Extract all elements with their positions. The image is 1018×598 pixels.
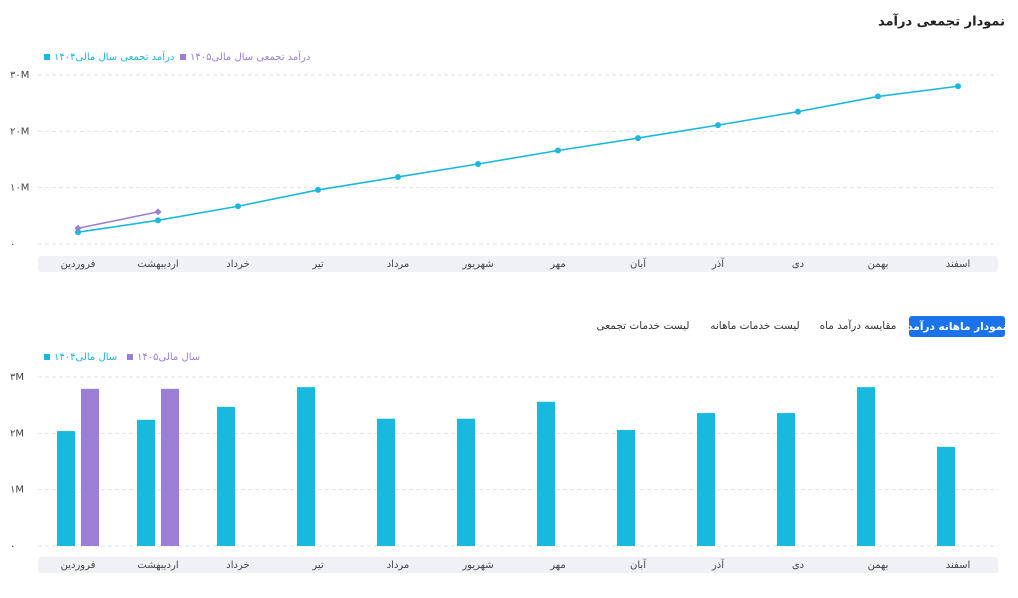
legend-label: سال مالی۱۴۰۵	[137, 352, 200, 363]
x-tick-label: مهر	[549, 259, 565, 270]
y-tick-label: ۱۰M	[10, 183, 29, 194]
point	[235, 203, 241, 210]
x-tick-label: اردیبهشت	[137, 560, 178, 571]
x-tick-label: اسفند	[946, 259, 970, 270]
point	[154, 208, 162, 216]
x-tick-label: اردیبهشت	[137, 259, 178, 270]
tab[interactable]: مقایسه درآمد ماه	[820, 319, 897, 332]
category-band	[38, 256, 998, 272]
category-band	[38, 557, 998, 573]
x-tick-label: دی	[792, 259, 804, 270]
x-tick-label: بهمن	[868, 259, 889, 270]
point	[555, 147, 561, 154]
legend-label: سال مالی۱۴۰۴	[54, 352, 117, 363]
y-tick-label: ۲۰M	[10, 126, 29, 137]
bar	[457, 418, 475, 546]
point	[715, 122, 721, 129]
x-tick-label: بهمن	[868, 560, 889, 571]
point	[155, 217, 161, 224]
bar	[217, 406, 235, 546]
y-tick-label: ۳M	[10, 372, 24, 383]
x-tick-label: مهر	[549, 560, 565, 571]
x-tick-label: آذر	[711, 558, 725, 571]
bar	[297, 387, 315, 546]
line	[77, 85, 959, 233]
legend-swatch	[180, 54, 186, 60]
bar	[161, 388, 179, 546]
y-tick-label: ۱M	[10, 485, 24, 496]
point	[955, 83, 961, 90]
legend-swatch	[44, 354, 50, 360]
tab[interactable]: نمودار ماهانه درآمد	[907, 320, 1007, 333]
bar	[857, 387, 875, 546]
x-tick-label: فروردین	[61, 560, 96, 571]
y-tick-label: ۳۰M	[10, 70, 29, 81]
x-tick-label: مرداد	[387, 259, 410, 270]
y-tick-label: ۲M	[10, 428, 24, 439]
legend-swatch	[44, 54, 50, 60]
x-tick-label: آبان	[630, 558, 647, 571]
bar	[81, 388, 99, 546]
x-tick-label: آبان	[630, 257, 647, 270]
bar	[57, 431, 75, 546]
bar	[617, 429, 635, 546]
legend-swatch	[127, 354, 133, 360]
active-tab[interactable]	[909, 316, 1005, 337]
x-tick-label: دی	[792, 560, 804, 571]
point	[635, 135, 641, 142]
line	[77, 211, 159, 230]
point	[395, 173, 401, 180]
point	[75, 229, 81, 236]
point	[315, 186, 321, 193]
legend-label: درآمد تجمعی سال مالی۱۴۰۵	[190, 50, 310, 63]
legend-label: درآمد تجمعی سال مالی۱۴۰۴	[54, 50, 174, 63]
tab[interactable]: لیست خدمات تجمعی	[596, 320, 689, 332]
bar	[937, 446, 955, 546]
point	[475, 161, 481, 168]
bar	[697, 413, 715, 546]
x-tick-label: آذر	[711, 257, 725, 270]
y-tick-label: ۰	[10, 541, 15, 552]
x-tick-label: شهریور	[461, 560, 493, 571]
bar	[137, 419, 155, 546]
x-tick-label: فروردین	[61, 259, 96, 270]
bar	[537, 401, 555, 546]
point	[74, 224, 82, 232]
x-tick-label: مرداد	[387, 560, 410, 571]
bar	[777, 413, 795, 546]
x-tick-label: تیر	[311, 259, 324, 270]
tab[interactable]: لیست خدمات ماهانه	[710, 320, 800, 332]
x-tick-label: خرداد	[226, 259, 249, 270]
bar	[377, 418, 395, 546]
x-tick-label: اسفند	[946, 560, 970, 571]
x-tick-label: تیر	[311, 560, 324, 571]
x-tick-label: شهریور	[461, 259, 493, 270]
x-tick-label: خرداد	[226, 560, 249, 571]
y-tick-label: ۰	[10, 239, 15, 250]
chart-title: نمودار تجمعی درآمد	[878, 13, 1005, 30]
point	[795, 108, 801, 115]
point	[875, 93, 881, 100]
